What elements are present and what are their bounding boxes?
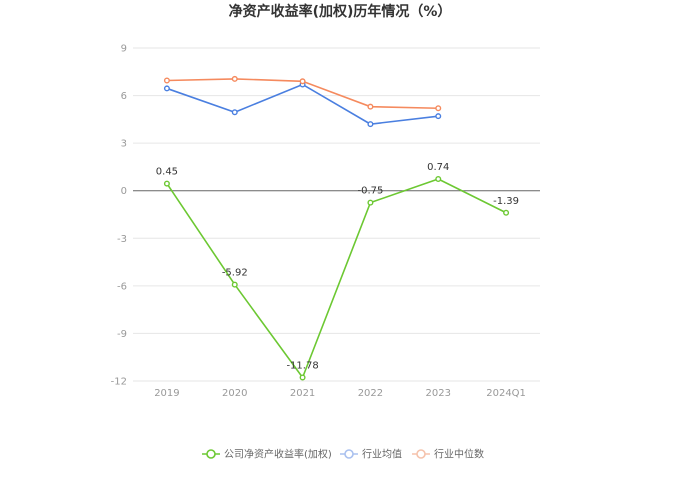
data-point — [299, 374, 306, 381]
legend: 公司净资产收益率(加权) 行业均值 行业中位数 — [202, 448, 484, 461]
series-line-0 — [166, 178, 507, 380]
y-tick-label: -3 — [117, 234, 127, 245]
legend-item[interactable]: 行业均值 — [340, 448, 402, 461]
legend-label: 行业均值 — [362, 448, 402, 461]
data-point — [163, 77, 170, 84]
x-tick-label: 2020 — [222, 388, 247, 399]
series-lines — [163, 75, 510, 381]
y-axis-ticks: 9 6 3 0 -3 -6 -9 -12 — [111, 44, 127, 388]
grid-lines — [133, 47, 540, 382]
data-point — [367, 121, 374, 128]
x-tick-label: 2024Q1 — [486, 388, 526, 399]
x-tick-label: 2022 — [358, 388, 383, 399]
data-point — [163, 85, 170, 92]
legend-label: 公司净资产收益率(加权) — [224, 448, 332, 461]
series-line-1 — [166, 83, 439, 125]
legend-marker — [206, 449, 216, 459]
data-labels: 0.45 -5.92 -11.78 -0.75 0.74 -1.39 — [156, 162, 519, 372]
chart-title: 净资产收益率(加权)历年情况（%） — [229, 3, 452, 20]
x-axis-ticks: 2019 2020 2021 2022 2023 2024Q1 — [154, 388, 526, 399]
data-point — [231, 75, 238, 82]
data-point — [503, 209, 510, 216]
y-tick-label: 0 — [121, 186, 127, 197]
y-tick-label: 6 — [121, 91, 127, 102]
data-point — [367, 199, 374, 206]
data-point — [231, 281, 238, 288]
data-label: 0.74 — [427, 162, 449, 173]
y-tick-label: 3 — [121, 139, 127, 150]
data-point — [163, 180, 170, 187]
legend-label: 行业中位数 — [434, 448, 484, 461]
y-tick-label: 9 — [121, 44, 127, 55]
data-point — [435, 175, 442, 182]
y-tick-label: -12 — [111, 377, 127, 388]
data-label: -0.75 — [357, 186, 383, 197]
legend-item[interactable]: 行业中位数 — [412, 448, 484, 461]
x-tick-label: 2019 — [154, 388, 179, 399]
x-tick-label: 2023 — [426, 388, 451, 399]
x-tick-label: 2021 — [290, 388, 315, 399]
y-tick-label: -9 — [117, 329, 127, 340]
legend-marker — [416, 449, 426, 459]
data-label: 0.45 — [156, 167, 178, 178]
y-tick-label: -6 — [117, 281, 127, 292]
data-point — [299, 78, 306, 85]
data-point — [367, 103, 374, 110]
legend-item[interactable]: 公司净资产收益率(加权) — [202, 448, 332, 461]
legend-marker — [344, 449, 354, 459]
data-label: -1.39 — [493, 196, 519, 207]
data-point — [435, 105, 442, 112]
data-point — [435, 113, 442, 120]
data-label: -5.92 — [222, 268, 248, 279]
data-label: -11.78 — [286, 361, 318, 372]
data-point — [231, 109, 238, 116]
